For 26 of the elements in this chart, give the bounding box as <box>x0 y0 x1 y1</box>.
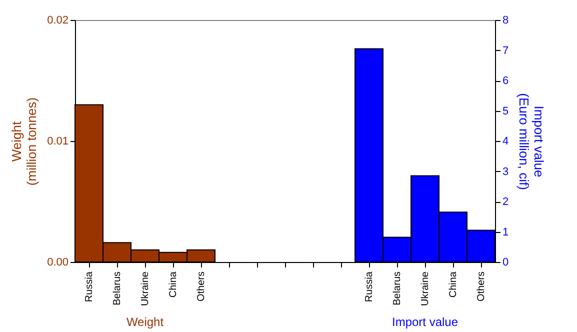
x-tick-label: Belarus <box>112 272 123 306</box>
text: Weight <box>126 315 164 329</box>
x-tick-label: Ukraine <box>420 271 431 306</box>
y-axis-title: Weight (million tonnes) <box>9 97 40 186</box>
y-tick-label: 0.02 <box>47 14 68 26</box>
y2-tick-label: 7 <box>502 44 509 57</box>
text: Import value <box>392 315 458 329</box>
y2-tick-label: 2 <box>502 196 509 208</box>
x-tick-label: China <box>168 271 179 298</box>
x-tick-label: Others <box>196 272 207 302</box>
y2-axis-title: Import value (Euro million, cif) <box>516 93 547 190</box>
x-tick-label: China <box>448 271 459 298</box>
y2-tick-label: 0 <box>502 256 509 268</box>
y2-tick-label: 4 <box>502 136 509 148</box>
y2-tick-label: 3 <box>502 166 509 178</box>
x-tick-label: Ukraine <box>140 271 151 306</box>
y-tick-label: 0.00 <box>47 256 68 268</box>
y2-tick-label: 6 <box>502 75 509 87</box>
y2-tick-label: 8 <box>502 14 509 26</box>
y2-tick-label: 1 <box>502 226 509 238</box>
y2-tick-label: 5 <box>502 105 509 118</box>
x-tick-label: Belarus <box>392 272 403 306</box>
x-tick-label: Russia <box>84 271 95 302</box>
y-tick-label: 0.01 <box>47 136 68 148</box>
x-tick-label: Russia <box>364 271 375 302</box>
x-tick-label: Others <box>476 272 487 302</box>
